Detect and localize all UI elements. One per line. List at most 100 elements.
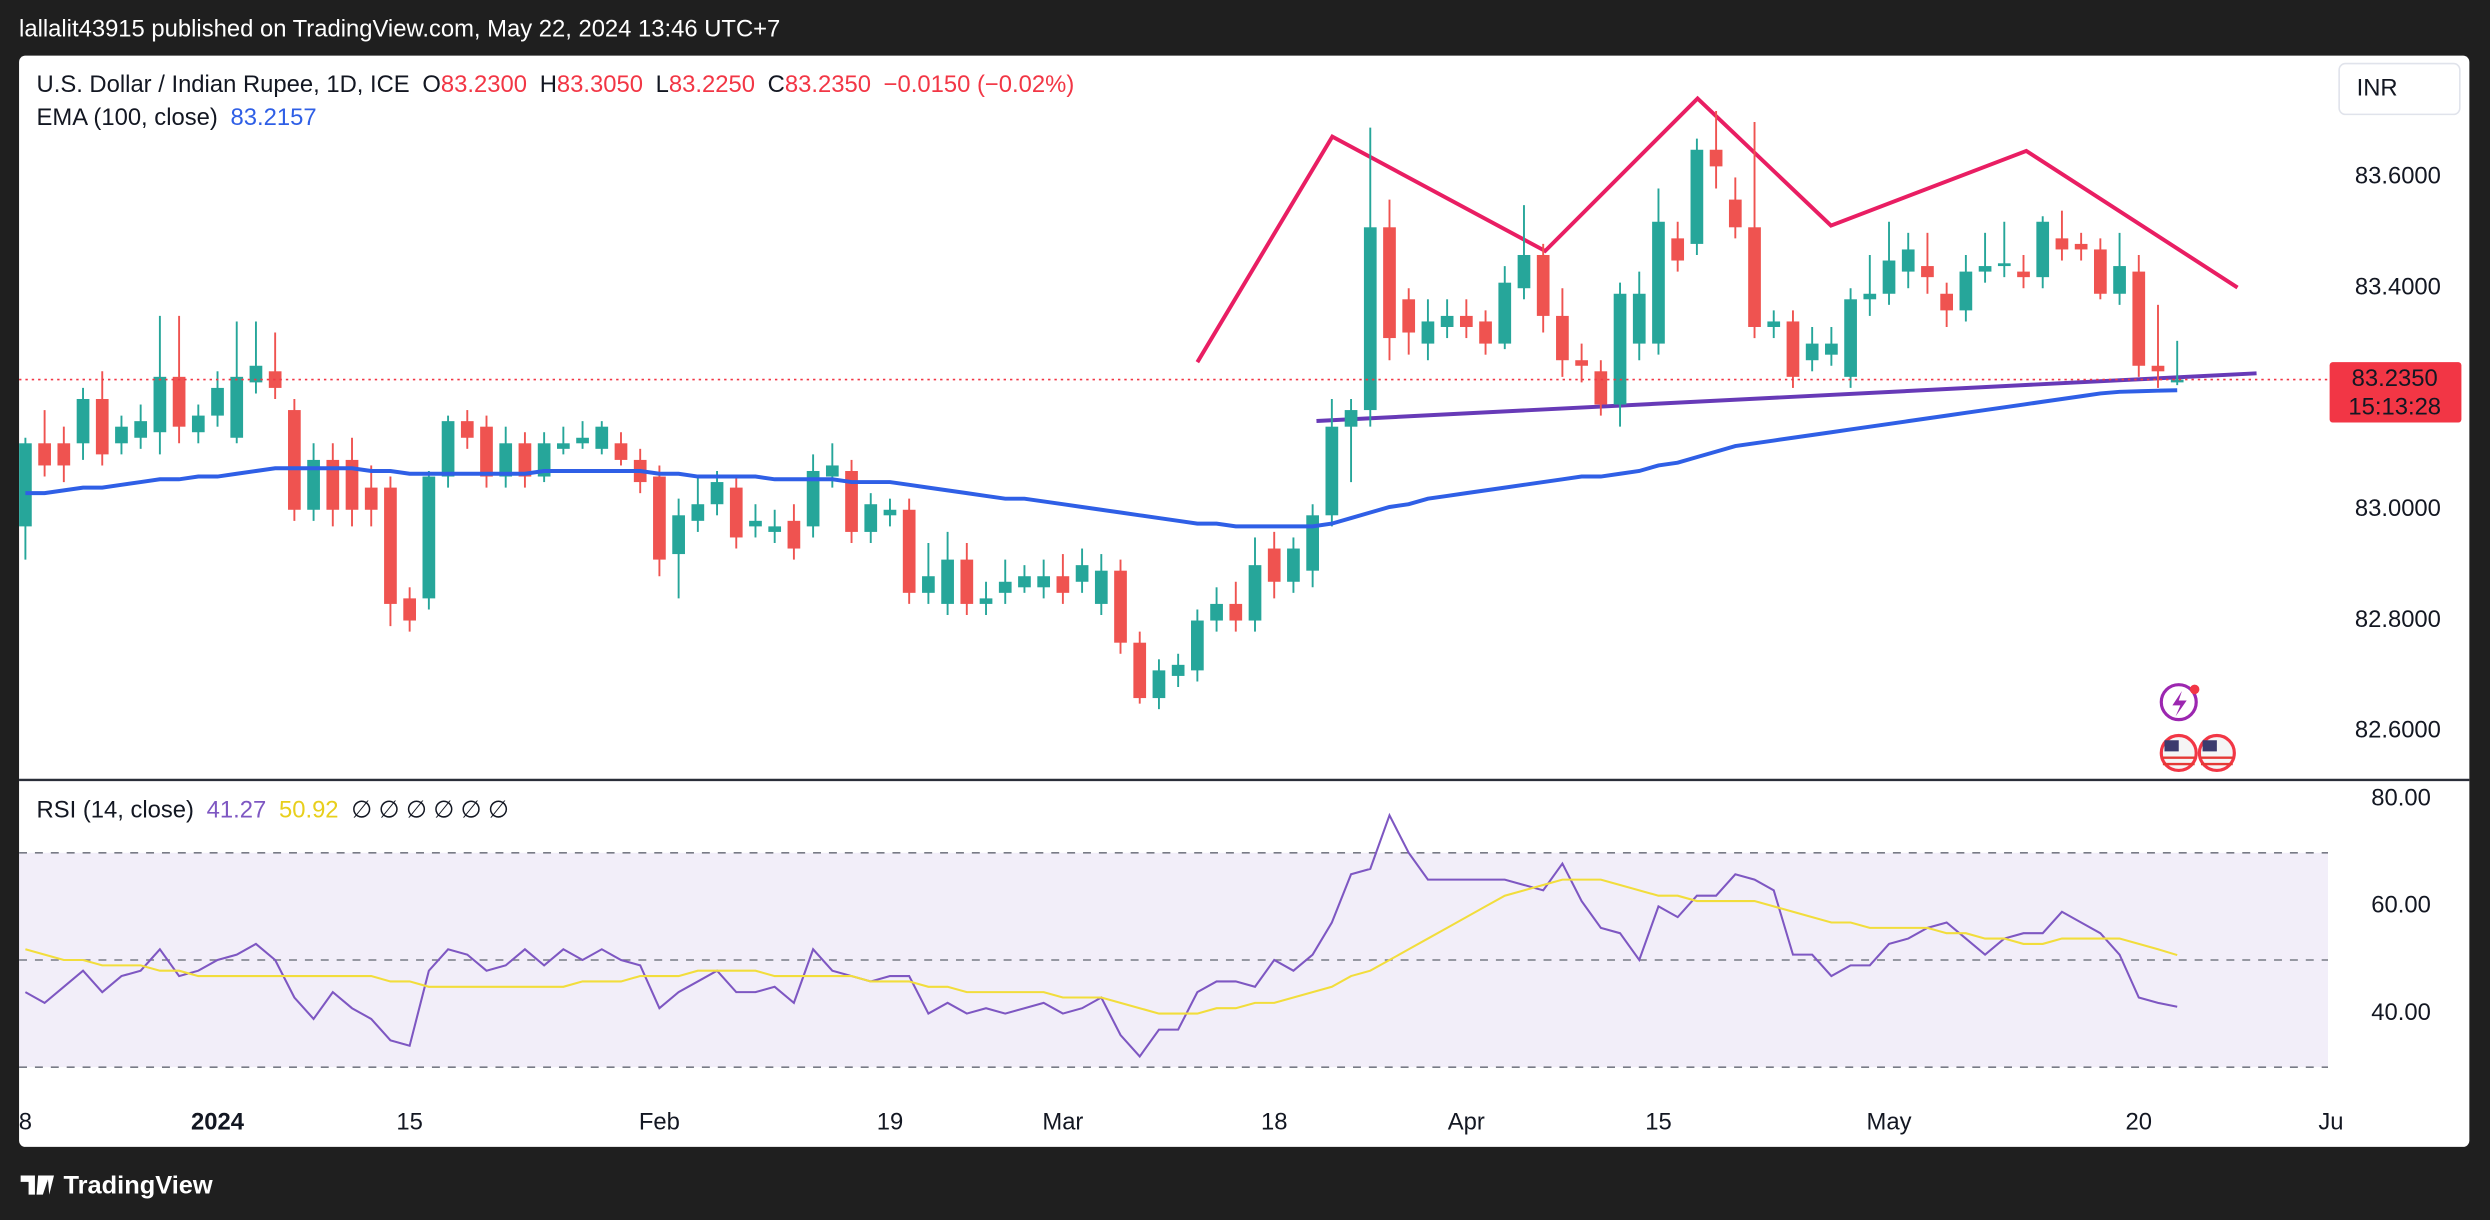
candle-body bbox=[1229, 603, 1243, 621]
candle-body bbox=[787, 520, 801, 549]
event-dot bbox=[2189, 684, 2200, 695]
ohlc-value: 83.3050 bbox=[557, 71, 643, 98]
rsi-plot bbox=[19, 812, 2329, 1068]
candle-body bbox=[2036, 221, 2050, 278]
candle-body bbox=[998, 581, 1012, 593]
candle-body bbox=[191, 415, 205, 433]
candle-body bbox=[902, 509, 916, 593]
candle-body bbox=[1959, 271, 1973, 311]
candle-body bbox=[460, 421, 474, 438]
candle-body bbox=[960, 559, 974, 604]
candle-body bbox=[729, 487, 743, 538]
candle-body bbox=[1652, 221, 1665, 344]
candle-body bbox=[38, 443, 51, 466]
x-tick-label: 15 bbox=[1645, 1108, 1671, 1135]
candle-body bbox=[1152, 670, 1166, 699]
candle-body bbox=[1594, 371, 1608, 405]
x-tick-label: 19 bbox=[877, 1108, 903, 1135]
candle-body bbox=[1921, 266, 1934, 278]
candle-body bbox=[2055, 238, 2069, 250]
currency-label: INR bbox=[2357, 74, 2398, 101]
symbol: U.S. Dollar / Indian Rupee, 1D, ICE bbox=[37, 71, 410, 98]
ohlc-key: H bbox=[540, 71, 557, 98]
candle-body bbox=[345, 459, 359, 510]
candle-body bbox=[1267, 548, 1281, 582]
candle-body bbox=[1709, 149, 1723, 167]
candle-body bbox=[441, 421, 455, 477]
candle-body bbox=[1018, 576, 1031, 588]
candle-body bbox=[1978, 266, 1992, 272]
flag-stripes bbox=[2162, 756, 2233, 766]
candle-body bbox=[1728, 199, 1742, 228]
y-tick-label: 83.6000 bbox=[2355, 163, 2441, 190]
x-tick-label: 15 bbox=[396, 1108, 422, 1135]
candle-body bbox=[288, 410, 301, 510]
candle-body bbox=[1344, 410, 1358, 427]
candle-body bbox=[1556, 315, 1569, 361]
rsi-lines bbox=[19, 812, 2329, 1068]
candle-body bbox=[2113, 266, 2126, 294]
candle-body bbox=[1075, 565, 1089, 582]
candle-body bbox=[1882, 260, 1896, 294]
candle-body bbox=[1825, 343, 1838, 355]
candle-body bbox=[1421, 321, 1435, 344]
candle-body bbox=[115, 426, 128, 444]
candle-body bbox=[710, 482, 724, 505]
rsi-tick-label: 40.00 bbox=[2371, 999, 2431, 1026]
pattern-line bbox=[1195, 95, 2239, 364]
candle-body bbox=[326, 459, 340, 510]
candle-body bbox=[768, 526, 782, 532]
flag-canton bbox=[2202, 740, 2217, 752]
brand-logo-dot bbox=[41, 1177, 48, 1184]
rsi-tick-label: 60.00 bbox=[2371, 892, 2431, 919]
candle-body bbox=[1863, 293, 1877, 300]
candle-body bbox=[211, 387, 224, 416]
rsi-value: 41.27 bbox=[207, 797, 267, 824]
candle-body bbox=[1690, 149, 1704, 244]
candle-body bbox=[749, 520, 762, 527]
rsi-ma-value: 50.92 bbox=[279, 797, 339, 824]
candle-body bbox=[1671, 238, 1685, 261]
ema-name: EMA (100, close) bbox=[37, 104, 218, 131]
candle-body bbox=[614, 443, 628, 460]
candle-body bbox=[1094, 570, 1108, 604]
x-tick-label: May bbox=[1867, 1108, 1912, 1135]
candle-body bbox=[172, 376, 186, 427]
candle-body bbox=[1479, 321, 1492, 344]
candle-body bbox=[922, 576, 935, 593]
candle-body bbox=[1248, 565, 1262, 621]
ohlc-key: C bbox=[768, 71, 785, 98]
candle-body bbox=[518, 443, 532, 477]
candle-body bbox=[1805, 343, 1819, 361]
currency-button[interactable] bbox=[2338, 62, 2461, 116]
candle-body bbox=[384, 487, 397, 604]
ema-legend: EMA (100, close) 83.2157 bbox=[37, 104, 317, 131]
candle-body bbox=[1191, 620, 1204, 671]
candle-body bbox=[576, 437, 589, 444]
candle-body bbox=[307, 459, 320, 510]
rsi-band bbox=[19, 852, 2329, 1068]
candle-body bbox=[422, 476, 436, 599]
candle-body bbox=[691, 504, 705, 521]
candle-body bbox=[153, 376, 167, 433]
last-price-label: 83.2350 bbox=[2352, 365, 2438, 392]
candle-body bbox=[249, 365, 263, 383]
candle-body bbox=[403, 598, 416, 621]
ohlc-key: L bbox=[656, 71, 669, 98]
rsi-tick-label: 80.00 bbox=[2371, 785, 2431, 812]
candle-body bbox=[864, 504, 878, 532]
candle-body bbox=[2074, 243, 2088, 250]
candle-body bbox=[537, 443, 551, 477]
candle-body bbox=[76, 398, 90, 444]
candle-body bbox=[1997, 263, 2011, 267]
x-tick-label: Mar bbox=[1042, 1108, 1083, 1135]
last-price-box bbox=[2329, 362, 2462, 423]
ohlc-value: 83.2350 bbox=[785, 71, 871, 98]
y-tick-label: 82.8000 bbox=[2355, 606, 2441, 633]
candle-body bbox=[1133, 642, 1147, 699]
y-tick-label: 83.0000 bbox=[2355, 495, 2441, 522]
candle-body bbox=[1383, 227, 1396, 339]
price-legend: U.S. Dollar / Indian Rupee, 1D, ICE O83.2… bbox=[37, 71, 1075, 98]
candle-body bbox=[230, 376, 244, 438]
candle-body bbox=[1498, 282, 1512, 344]
